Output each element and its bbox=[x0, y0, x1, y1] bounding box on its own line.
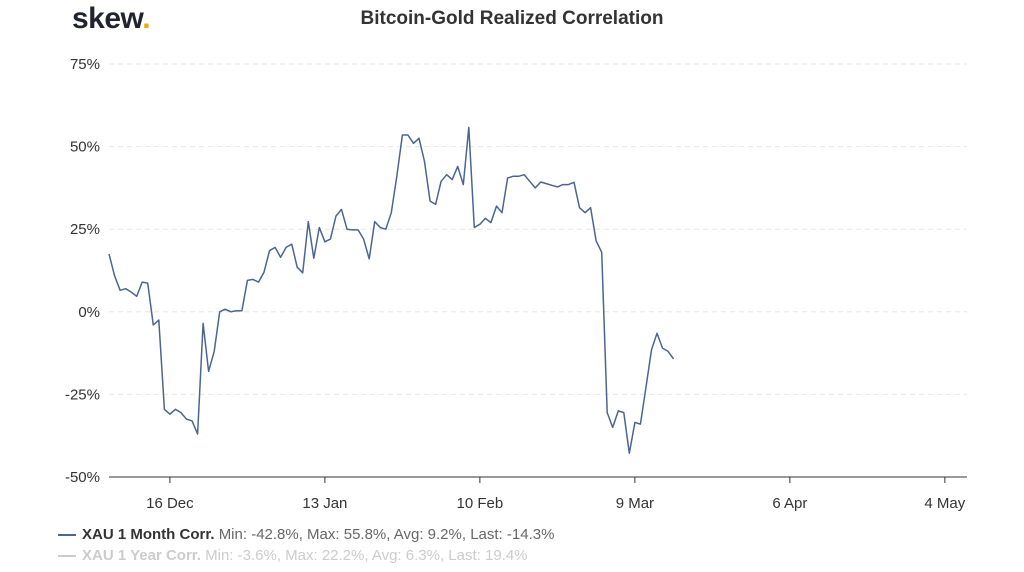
y-tick-label: 50% bbox=[70, 139, 100, 156]
x-tick-label: 4 May bbox=[924, 495, 965, 512]
legend-swatch-icon bbox=[58, 534, 76, 537]
x-tick-label: 10 Feb bbox=[457, 495, 504, 512]
y-tick-label: -50% bbox=[65, 469, 100, 486]
legend-item-1-month[interactable]: XAU 1 Month Corr. Min: -42.8%, Max: 55.8… bbox=[58, 526, 554, 543]
chart-title: Bitcoin-Gold Realized Correlation bbox=[360, 8, 664, 29]
x-tick-label: 16 Dec bbox=[146, 495, 194, 512]
series-line-1-month-corr bbox=[108, 126, 675, 454]
x-tick-label: 13 Jan bbox=[302, 495, 347, 512]
y-tick-label: 0% bbox=[78, 304, 100, 321]
y-tick-label: 75% bbox=[70, 56, 100, 73]
y-tick-label: 25% bbox=[70, 221, 100, 238]
x-tick-label: 9 Mar bbox=[616, 495, 654, 512]
legend-item-1-year[interactable]: XAU 1 Year Corr. Min: -3.6%, Max: 22.2%,… bbox=[58, 547, 528, 564]
x-tick-label: 6 Apr bbox=[772, 495, 807, 512]
skew-logo: skew. bbox=[72, 2, 151, 35]
legend-swatch-icon bbox=[58, 555, 76, 558]
y-tick-label: -25% bbox=[65, 386, 100, 403]
